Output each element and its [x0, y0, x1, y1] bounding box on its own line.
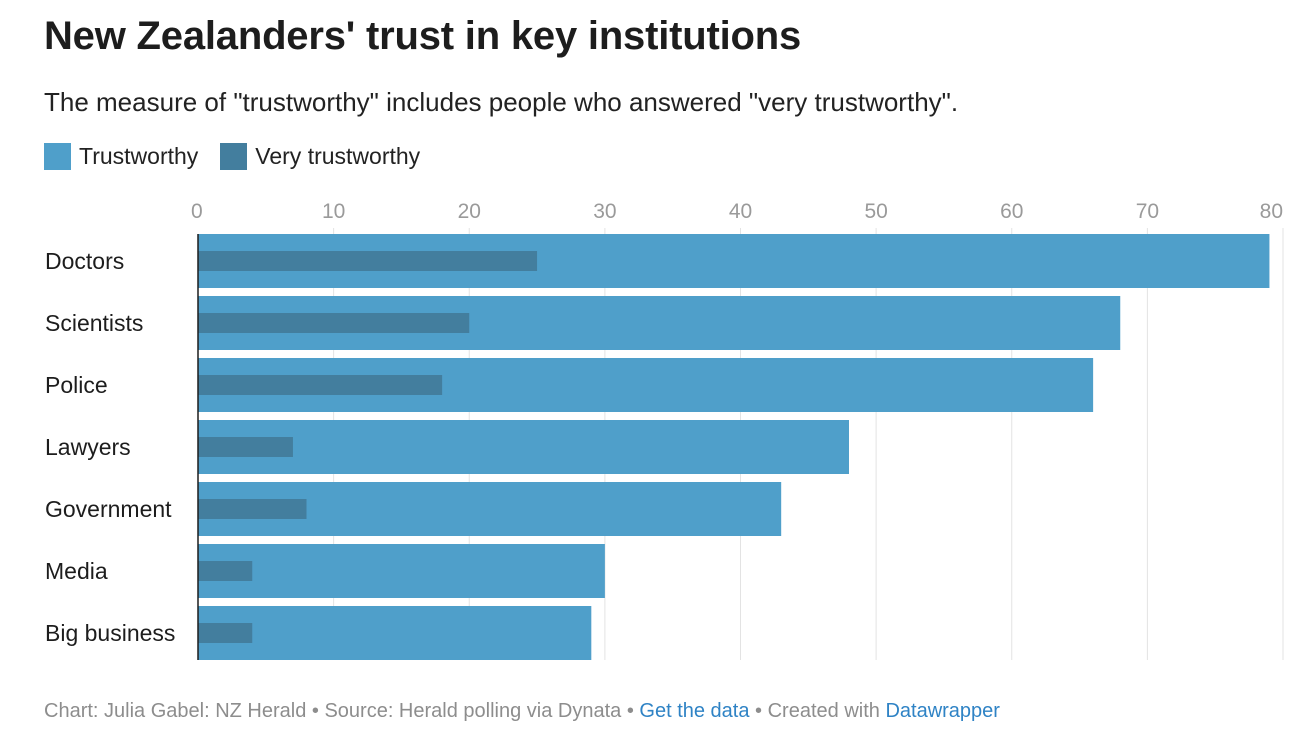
category-label: Media	[45, 558, 108, 584]
bar-trustworthy	[198, 606, 592, 660]
x-tick-label: 30	[593, 200, 616, 223]
footer-separator: •	[621, 700, 640, 722]
chart-credit: Chart: Julia Gabel: NZ Herald	[44, 700, 307, 722]
footer-separator: •	[306, 700, 325, 722]
bar-very-trustworthy	[198, 499, 307, 519]
x-tick-label: 80	[1260, 200, 1283, 223]
x-tick-label: 50	[864, 200, 887, 223]
legend-label-trustworthy: Trustworthy	[79, 143, 199, 169]
bar-very-trustworthy	[198, 251, 538, 271]
legend-item-very-trustworthy: Very trustworthy	[220, 143, 420, 170]
category-label: Doctors	[45, 248, 124, 274]
x-tick-label: 20	[458, 200, 481, 223]
x-tick-label: 10	[322, 200, 345, 223]
footer-separator: •	[749, 700, 768, 722]
chart-subtitle: The measure of "trustworthy" includes pe…	[44, 87, 959, 117]
source-text: Source: Herald polling via Dynata	[324, 700, 622, 722]
bar-trustworthy	[198, 544, 605, 598]
legend-item-trustworthy: Trustworthy	[44, 143, 198, 170]
bar-chart: 0 10 20 30 40 50 60 70 80 Doctors Scientists Police…	[45, 200, 1284, 660]
bar-very-trustworthy	[198, 561, 253, 581]
x-tick-label: 60	[1000, 200, 1023, 223]
category-label: Police	[45, 372, 108, 398]
legend-label-very-trustworthy: Very trustworthy	[255, 143, 421, 169]
datawrapper-link[interactable]: Datawrapper	[885, 700, 1000, 722]
chart-title: New Zealanders' trust in key institution…	[44, 14, 802, 58]
bar-trustworthy	[198, 420, 849, 474]
bar-very-trustworthy	[198, 313, 470, 333]
legend-swatch-trustworthy	[44, 143, 71, 170]
category-label: Lawyers	[45, 434, 131, 460]
bar-very-trustworthy	[198, 623, 253, 643]
get-the-data-link[interactable]: Get the data	[639, 700, 750, 722]
bar-very-trustworthy	[198, 375, 443, 395]
x-tick-label: 70	[1136, 200, 1159, 223]
category-label: Big business	[45, 620, 175, 646]
legend: Trustworthy Very trustworthy	[44, 143, 442, 170]
footer: Chart: Julia Gabel: NZ Herald • Source: …	[44, 700, 1000, 723]
bar-very-trustworthy	[198, 437, 293, 457]
legend-swatch-very-trustworthy	[220, 143, 248, 170]
x-tick-label: 0	[191, 200, 203, 223]
created-with-text: Created with	[767, 700, 880, 722]
category-label: Scientists	[45, 310, 143, 336]
category-label: Government	[45, 496, 172, 522]
x-tick-label: 40	[729, 200, 752, 223]
